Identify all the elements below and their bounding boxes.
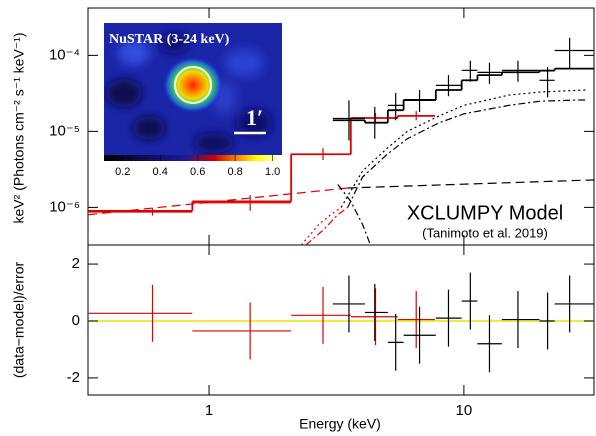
y-tick-label: 0 [72, 312, 80, 329]
colorbar-tick-label: 1.0 [265, 166, 280, 178]
colorbar-tick-label: 0.2 [115, 166, 130, 178]
colorbar-tick-label: 0.6 [190, 166, 205, 178]
plot-area [88, 273, 594, 373]
y-tick-label: 2 [72, 255, 80, 272]
y-axis-label: keV² (Photons cm⁻² s⁻¹ keV⁻¹) [11, 33, 27, 224]
annotation: XCLUMPY Model [407, 202, 563, 224]
x-axis-label: Energy (keV) [299, 416, 381, 432]
colorbar-tick-label: 0.4 [153, 166, 168, 178]
x-tick-label: 10 [456, 402, 473, 419]
x-tick-label: 1 [205, 402, 213, 419]
colorbar [104, 155, 282, 161]
inset-image: NuSTAR (3-24 keV) 1′ [104, 23, 282, 161]
y-tick-label: 10⁻⁵ [49, 122, 80, 139]
y-axis-label: (data−model)/error [11, 261, 27, 378]
y-tick-label: 10⁻⁴ [49, 46, 80, 63]
model-component [306, 207, 348, 245]
y-tick-label: -2 [67, 369, 80, 386]
colorbar-tick-label: 0.8 [228, 166, 243, 178]
scale-label: 1′ [246, 105, 263, 130]
model-component [341, 90, 585, 207]
model-component [348, 180, 594, 188]
annotation: (Tanimoto et al. 2019) [422, 225, 548, 240]
model-component [348, 100, 586, 208]
chart: XCLUMPY Model (Tanimoto et al. 2019) keV… [0, 0, 596, 436]
y-tick-label: 10⁻⁶ [49, 198, 80, 215]
model-component [301, 207, 341, 245]
inset-title: NuSTAR (3-24 keV) [109, 32, 230, 47]
